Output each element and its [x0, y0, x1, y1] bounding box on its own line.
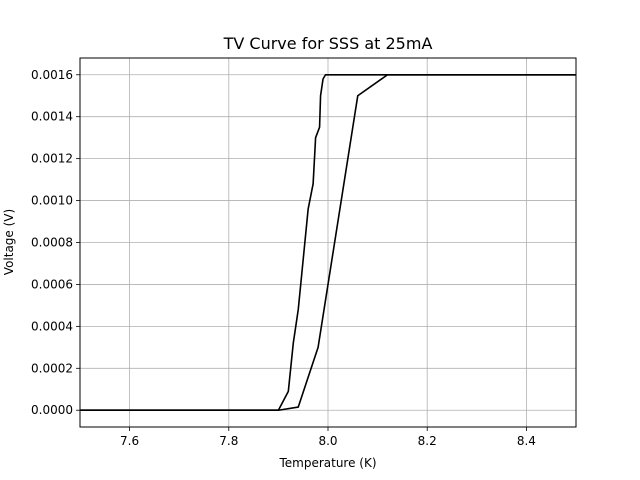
y-tick-label: 0.0012: [31, 152, 73, 166]
x-tick-label: 7.8: [219, 434, 238, 448]
y-axis-label: Voltage (V): [2, 209, 16, 275]
x-tick-label: 7.6: [120, 434, 139, 448]
y-tick-label: 0.0016: [31, 68, 73, 82]
series-line-1: [80, 73, 576, 412]
y-tick-label: 0.0000: [31, 403, 73, 417]
y-tick-label: 0.0008: [31, 236, 73, 250]
x-axis-label: Temperature (K): [278, 456, 376, 470]
grid: [80, 58, 576, 427]
x-tick-label: 8.4: [517, 434, 536, 448]
chart-title: TV Curve for SSS at 25mA: [223, 34, 433, 53]
y-axis-ticks: 0.0000 0.0002 0.0004 0.0006 0.0008 0.0010 0.00…: [31, 68, 80, 417]
plot-lines: [80, 73, 576, 412]
x-axis-ticks: 7.6 7.8 8.0 8.2 8.4: [120, 427, 536, 448]
y-tick-label: 0.0002: [31, 361, 73, 375]
series-line-2: [80, 73, 576, 412]
y-tick-label: 0.0006: [31, 277, 73, 291]
y-tick-label: 0.0010: [31, 194, 73, 208]
x-tick-label: 8.0: [318, 434, 337, 448]
y-tick-label: 0.0004: [31, 319, 73, 333]
y-tick-label: 0.0014: [31, 110, 73, 124]
x-tick-label: 8.2: [418, 434, 437, 448]
